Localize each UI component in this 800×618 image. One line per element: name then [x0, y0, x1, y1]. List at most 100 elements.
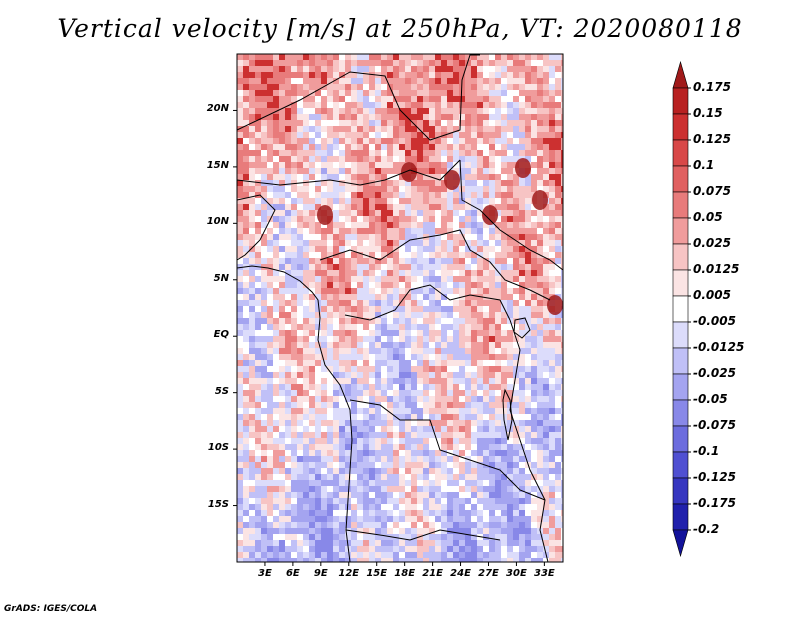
- field-cell: [429, 432, 435, 438]
- field-cell: [363, 258, 369, 264]
- field-cell: [531, 240, 537, 246]
- field-cell: [555, 312, 561, 318]
- field-cell: [465, 264, 471, 270]
- field-cell: [429, 504, 435, 510]
- field-cell: [489, 522, 495, 528]
- field-cell: [549, 408, 555, 414]
- field-cell: [387, 102, 393, 108]
- field-cell: [267, 336, 273, 342]
- field-cell: [555, 144, 561, 150]
- colorbar-label: 0.175: [693, 80, 731, 94]
- field-cell: [261, 216, 267, 222]
- field-cell: [309, 456, 315, 462]
- field-cell: [279, 552, 285, 558]
- field-cell: [387, 288, 393, 294]
- field-cell: [399, 348, 405, 354]
- field-cell: [309, 216, 315, 222]
- field-cell: [375, 186, 381, 192]
- field-cell: [405, 294, 411, 300]
- field-cell: [465, 168, 471, 174]
- field-cell: [513, 144, 519, 150]
- field-cell: [279, 198, 285, 204]
- colorbar-band: [672, 321, 689, 349]
- field-cell: [411, 426, 417, 432]
- field-cell: [351, 246, 357, 252]
- field-cell: [429, 132, 435, 138]
- field-cell: [255, 546, 261, 552]
- field-cell: [435, 198, 441, 204]
- field-cell: [519, 150, 525, 156]
- field-cell: [525, 288, 531, 294]
- field-cell: [543, 396, 549, 402]
- field-cell: [393, 60, 399, 66]
- field-cell: [417, 318, 423, 324]
- field-cell: [363, 336, 369, 342]
- field-cell: [405, 456, 411, 462]
- field-cell: [459, 528, 465, 534]
- field-cell: [447, 468, 453, 474]
- field-cell: [501, 156, 507, 162]
- colorbar-label: -0.05: [693, 392, 728, 406]
- field-cell: [549, 468, 555, 474]
- field-cell: [519, 480, 525, 486]
- lat-tick-label: 10N: [206, 216, 229, 228]
- field-cell: [315, 402, 321, 408]
- field-cell: [483, 306, 489, 312]
- field-cell: [285, 510, 291, 516]
- field-cell: [393, 348, 399, 354]
- field-cell: [429, 450, 435, 456]
- field-cell: [399, 420, 405, 426]
- field-cell: [417, 312, 423, 318]
- field-cell: [417, 174, 423, 180]
- field-cell: [333, 540, 339, 546]
- field-cell: [381, 174, 387, 180]
- field-cell: [453, 234, 459, 240]
- field-cell: [399, 486, 405, 492]
- field-cell: [309, 144, 315, 150]
- field-cell: [543, 210, 549, 216]
- field-cell: [303, 252, 309, 258]
- field-cell: [549, 432, 555, 438]
- field-cell: [369, 528, 375, 534]
- field-cell: [477, 126, 483, 132]
- field-cell: [237, 510, 243, 516]
- field-cell: [387, 456, 393, 462]
- field-cell: [483, 258, 489, 264]
- field-cell: [339, 168, 345, 174]
- field-cell: [351, 474, 357, 480]
- field-cell: [471, 240, 477, 246]
- field-cell: [363, 180, 369, 186]
- field-cell: [525, 534, 531, 540]
- field-cell: [315, 150, 321, 156]
- colorbar-band: [672, 477, 689, 505]
- field-cell: [555, 420, 561, 426]
- field-cell: [507, 444, 513, 450]
- field-cell: [333, 408, 339, 414]
- field-cell: [279, 360, 285, 366]
- field-cell: [435, 366, 441, 372]
- field-cell: [351, 222, 357, 228]
- field-cell: [423, 534, 429, 540]
- field-cell: [339, 486, 345, 492]
- field-cell: [543, 330, 549, 336]
- field-cell: [495, 210, 501, 216]
- field-cell: [333, 528, 339, 534]
- field-cell: [309, 354, 315, 360]
- field-cell: [543, 468, 549, 474]
- field-cell: [393, 516, 399, 522]
- field-cell: [417, 444, 423, 450]
- field-cell: [285, 156, 291, 162]
- field-cell: [507, 108, 513, 114]
- field-cell: [327, 462, 333, 468]
- field-cell: [315, 126, 321, 132]
- field-cell: [303, 360, 309, 366]
- field-cell: [381, 402, 387, 408]
- field-cell: [513, 378, 519, 384]
- field-cell: [339, 462, 345, 468]
- field-cell: [267, 84, 273, 90]
- field-cell: [495, 378, 501, 384]
- field-cell: [465, 162, 471, 168]
- field-cell: [471, 270, 477, 276]
- field-cell: [297, 420, 303, 426]
- field-cell: [471, 54, 477, 60]
